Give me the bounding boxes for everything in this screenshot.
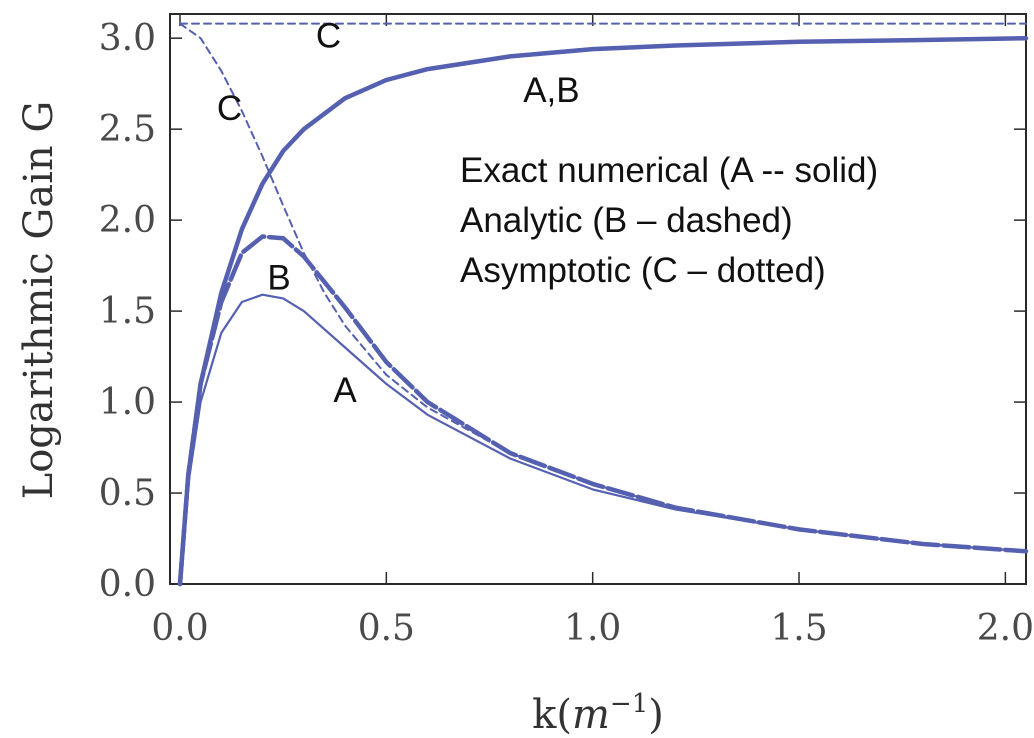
tick-labels: 0.0 0.5 1.0 1.5 2.0 0.0 0.5 1.0 1.5 2.0 2.5 3.0 bbox=[99, 18, 1034, 649]
x-tick-label: 0.5 bbox=[358, 608, 415, 649]
curves bbox=[177, 22, 1029, 587]
y-tick-label: 2.5 bbox=[99, 109, 156, 150]
y-tick-label: 0.5 bbox=[99, 473, 156, 514]
series-line-2 bbox=[177, 35, 1029, 587]
series-line-3 bbox=[179, 22, 1027, 553]
plot-frame bbox=[169, 13, 1027, 585]
curve-annotation: A,B bbox=[523, 71, 579, 110]
annotations: C C A,B B A bbox=[217, 16, 580, 410]
y-tick-label: 1.5 bbox=[99, 291, 156, 332]
curve-annotation: B bbox=[267, 258, 290, 297]
legend-entry: Asymptotic (C – dotted) bbox=[460, 251, 826, 290]
y-axis-title: Logarithmic Gain G bbox=[16, 101, 62, 500]
curve-annotation: A bbox=[333, 371, 357, 410]
x-tick-label: 1.5 bbox=[770, 608, 827, 649]
y-tick-label: 1.0 bbox=[99, 382, 156, 423]
curve-annotation: C bbox=[316, 16, 341, 55]
y-tick-label: 0.0 bbox=[99, 564, 156, 605]
y-tick-label: 2.0 bbox=[99, 200, 156, 241]
ticks bbox=[170, 14, 1026, 585]
curve-annotation: C bbox=[217, 89, 242, 128]
x-axis-title: k(m−1) bbox=[532, 689, 664, 738]
y-tick-label: 3.0 bbox=[99, 18, 156, 59]
legend-entry: Exact numerical (A -- solid) bbox=[460, 151, 878, 190]
x-tick-label: 2.0 bbox=[977, 608, 1034, 649]
legend: Exact numerical (A -- solid) Analytic (B … bbox=[460, 151, 878, 290]
legend-entry: Analytic (B – dashed) bbox=[460, 201, 793, 240]
x-tick-label: 0.0 bbox=[151, 608, 208, 649]
x-tick-label: 1.0 bbox=[564, 608, 621, 649]
